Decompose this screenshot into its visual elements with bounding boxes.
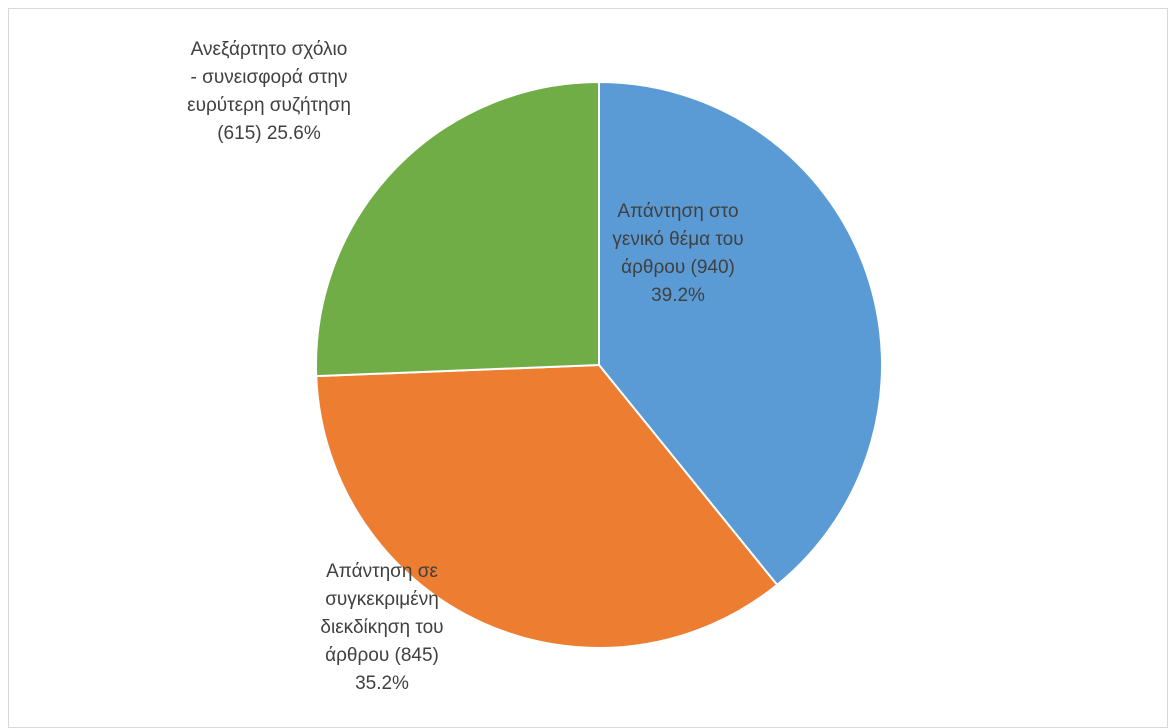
slice-label-independent-comment: Ανεξάρτητο σχόλιο - συνεισφορά στην ευρύ… <box>148 36 390 148</box>
slice-label-line: άρθρου (940) <box>621 257 735 278</box>
slice-label-specific-claim: Απάντηση σε συγκεκριμένη διεκδίκηση του … <box>297 558 467 698</box>
slice-label-line: γενικό θέμα του <box>612 229 744 250</box>
slice-label-line: ευρύτερη συζήτηση <box>187 95 351 116</box>
pie-slice-independent-comment <box>315 81 600 378</box>
slice-label-line: Απάντηση στο <box>617 201 739 222</box>
pie-slice-general-topic <box>598 81 883 586</box>
slice-label-line: - συνεισφορά στην <box>190 67 348 88</box>
slice-label-line: (615) 25.6% <box>217 123 321 144</box>
slice-label-line: 39.2% <box>651 285 705 306</box>
slice-label-line: Ανεξάρτητο σχόλιο <box>190 39 348 60</box>
pie-slice-specific-claim <box>315 364 779 649</box>
slice-label-line: άρθρου (845) <box>325 645 439 666</box>
slice-label-line: Απάντηση σε <box>326 561 438 582</box>
slice-label-line: συγκεκριμένη <box>325 589 439 610</box>
slice-label-line: διεκδίκηση του <box>320 617 444 638</box>
slice-label-general-topic: Απάντηση στο γενικό θέμα του άρθρου (940… <box>599 198 757 310</box>
slice-label-line: 35.2% <box>355 673 409 694</box>
